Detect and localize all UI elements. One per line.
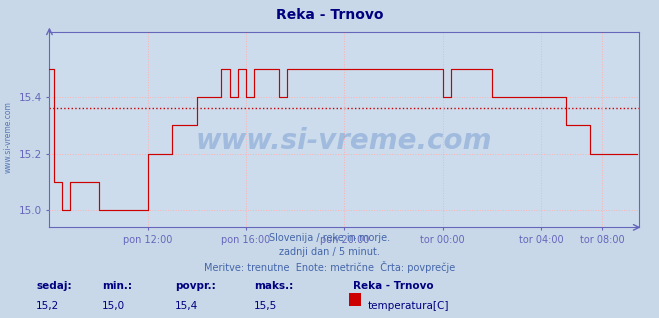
- Text: 15,2: 15,2: [36, 301, 59, 310]
- Text: temperatura[C]: temperatura[C]: [368, 301, 449, 310]
- Text: povpr.:: povpr.:: [175, 281, 215, 291]
- Text: 15,0: 15,0: [102, 301, 125, 310]
- Text: maks.:: maks.:: [254, 281, 293, 291]
- Text: Reka - Trnovo: Reka - Trnovo: [275, 8, 384, 22]
- Text: Meritve: trenutne  Enote: metrične  Črta: povprečje: Meritve: trenutne Enote: metrične Črta: …: [204, 261, 455, 273]
- Text: Slovenija / reke in morje.: Slovenija / reke in morje.: [269, 233, 390, 243]
- Text: www.si-vreme.com: www.si-vreme.com: [3, 101, 13, 173]
- Text: 15,4: 15,4: [175, 301, 198, 310]
- Text: min.:: min.:: [102, 281, 132, 291]
- Text: 15,5: 15,5: [254, 301, 277, 310]
- Text: www.si-vreme.com: www.si-vreme.com: [196, 127, 492, 155]
- Text: zadnji dan / 5 minut.: zadnji dan / 5 minut.: [279, 247, 380, 257]
- Text: Reka - Trnovo: Reka - Trnovo: [353, 281, 433, 291]
- Text: sedaj:: sedaj:: [36, 281, 72, 291]
